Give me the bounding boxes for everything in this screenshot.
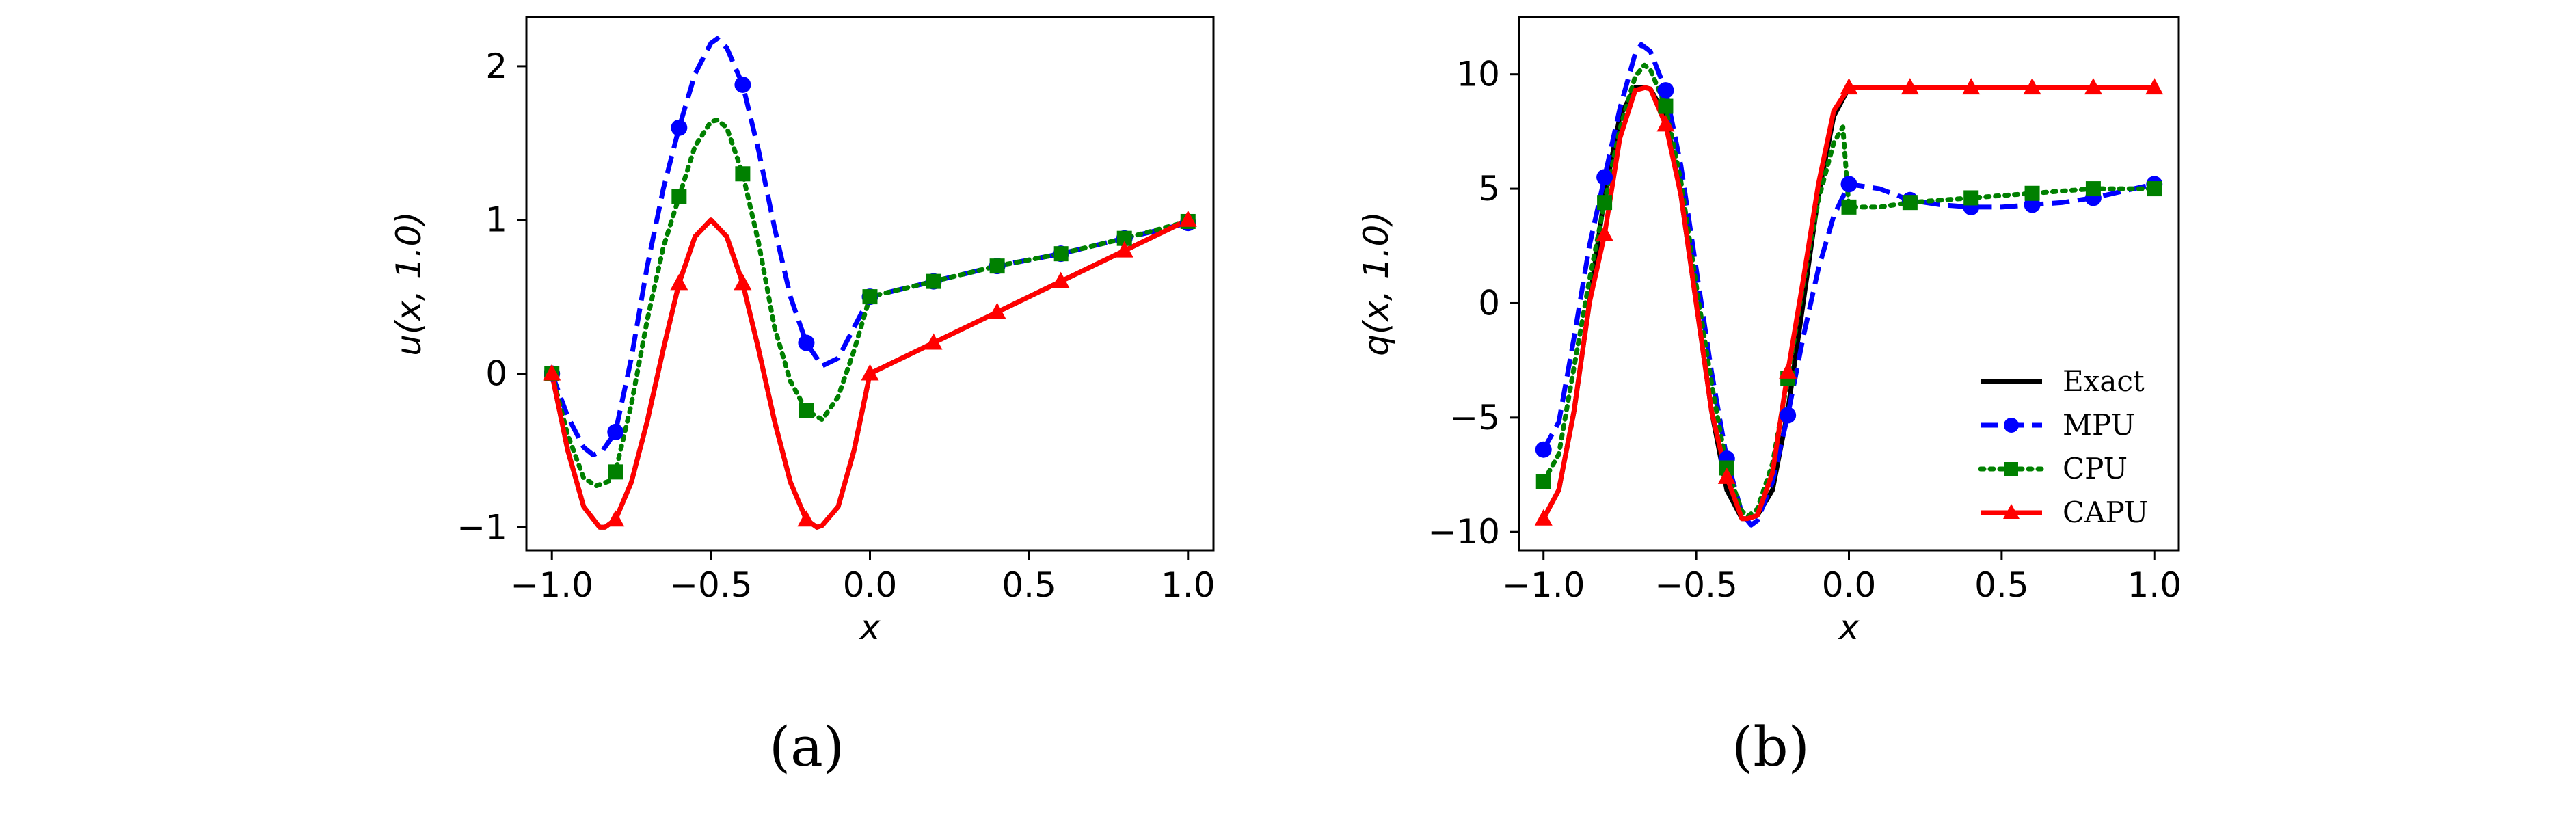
panel-a-x-tick-label: −1.0 bbox=[511, 565, 593, 605]
panel-a-x-axis-label: x bbox=[859, 608, 881, 647]
panel-a: −1.0 −0.5 0.0 0.5 1.0 −1 0 1 2 x u(x, 1.0) (a) bbox=[389, 16, 1216, 779]
panel-b-marker-mpu bbox=[1535, 441, 1552, 458]
panel-a-y-axis-label: u(x, 1.0) bbox=[389, 211, 429, 356]
panel-b-legend: Exact MPU CPU CAPU bbox=[1978, 364, 2148, 529]
panel-a-y-tick-label: −1 bbox=[457, 507, 507, 547]
panel-b-marker-capu bbox=[1840, 78, 1858, 95]
panel-a-marker-capu bbox=[1115, 241, 1133, 258]
panel-a-marker-capu bbox=[924, 333, 943, 350]
panel-b-marker-cpu bbox=[2147, 181, 2162, 197]
panel-b-marker-capu bbox=[2023, 78, 2041, 95]
panel-b-marker-cpu bbox=[1963, 190, 1979, 206]
panel-b-marker-capu bbox=[2145, 78, 2164, 95]
panel-b-marker-cpu bbox=[1841, 199, 1857, 215]
panel-b-x-tick-label: −1.0 bbox=[1502, 565, 1585, 605]
panel-b-y-tick-label: −5 bbox=[1449, 398, 1500, 438]
panel-b-legend-label-capu: CAPU bbox=[2063, 496, 2148, 529]
panel-b-legend-marker bbox=[2004, 418, 2019, 433]
panel-a-marker-cpu bbox=[608, 464, 623, 480]
panel-a-marker-mpu bbox=[734, 76, 751, 93]
panel-b-legend-label-mpu: MPU bbox=[2063, 408, 2135, 442]
panel-a-marker-capu bbox=[543, 364, 561, 381]
panel-b-marker-capu bbox=[1901, 78, 1919, 95]
panel-a-marker-cpu bbox=[735, 166, 751, 182]
panel-a-marker-cpu bbox=[1053, 246, 1069, 262]
panel-a-marker-cpu bbox=[862, 289, 878, 305]
panel-b-marker-mpu bbox=[1596, 169, 1613, 186]
panel-a-marker-cpu bbox=[1116, 230, 1132, 246]
panel-b-x-tick-label: −0.5 bbox=[1654, 565, 1737, 605]
panel-a-marker-cpu bbox=[989, 258, 1005, 274]
panel-b-caption: (b) bbox=[1732, 715, 1810, 779]
panel-a-x-tick-label: 0.5 bbox=[1002, 565, 1056, 605]
panel-b-marker-cpu bbox=[2085, 181, 2101, 197]
panel-a-series-line-mpu bbox=[549, 36, 1189, 458]
panel-a-marker-cpu bbox=[799, 403, 814, 418]
panel-b-marker-capu bbox=[1779, 362, 1797, 379]
panel-a-marker-capu bbox=[797, 510, 816, 527]
panel-a-marker-mpu bbox=[607, 423, 624, 440]
panel-b-marker-cpu bbox=[1535, 474, 1551, 489]
panel-a-y-tick-label: 2 bbox=[485, 46, 507, 86]
panel-a-marker-mpu bbox=[671, 119, 688, 136]
panel-b-marker-mpu bbox=[1780, 407, 1797, 424]
panel-b-y-tick-label: 5 bbox=[1478, 169, 1500, 209]
panel-b-legend-label-cpu: CPU bbox=[2063, 452, 2128, 485]
panel-a-marker-capu bbox=[1179, 210, 1197, 227]
panel-a-marker-cpu bbox=[671, 189, 687, 204]
panel-b-marker-mpu bbox=[1657, 82, 1674, 99]
panel-a-x-tick-label: −0.5 bbox=[669, 565, 752, 605]
panel-b-marker-mpu bbox=[1840, 176, 1857, 193]
panel-b-marker-cpu bbox=[1597, 195, 1613, 211]
panel-a-marker-mpu bbox=[798, 334, 815, 351]
panel-a-marker-capu bbox=[670, 273, 688, 291]
panel-b-marker-cpu bbox=[1658, 98, 1674, 114]
panel-a-marker-cpu bbox=[926, 273, 941, 289]
panel-b-marker-capu bbox=[1596, 225, 1614, 242]
panel-b-legend-label-exact: Exact bbox=[2063, 364, 2145, 398]
panel-a-x-tick-label: 0.0 bbox=[843, 565, 898, 605]
panel-b-series-line-cpu bbox=[1541, 62, 2157, 519]
panel-b-x-axis-label: x bbox=[1838, 608, 1860, 647]
panel-a-marker-capu bbox=[861, 364, 879, 381]
panel-b-series-line-mpu bbox=[1541, 42, 2156, 528]
panel-b-y-axis-label: q(x, 1.0) bbox=[1356, 211, 1396, 356]
panel-b-x-tick-label: 0.5 bbox=[1974, 565, 2029, 605]
panel-a-marker-capu bbox=[988, 302, 1006, 319]
panel-a-y-tick-label: 0 bbox=[485, 353, 507, 393]
panel-b-marker-capu bbox=[1962, 78, 1981, 95]
panel-b-x-tick-label: 1.0 bbox=[2127, 565, 2182, 605]
panel-b: −1.0 −0.5 0.0 0.5 1.0 −10 −5 0 5 10 x q(x, 1.0) (b) E… bbox=[1356, 16, 2182, 779]
panel-b-marker-cpu bbox=[1902, 195, 1918, 211]
panel-b-legend-marker bbox=[2004, 462, 2018, 476]
panel-b-x-tick-label: 0.0 bbox=[1822, 565, 1877, 605]
panel-b-y-tick-label: 10 bbox=[1456, 55, 1500, 94]
panel-b-marker-capu bbox=[1656, 115, 1675, 132]
panel-b-marker-capu bbox=[1534, 509, 1553, 526]
panel-a-marker-capu bbox=[734, 273, 752, 291]
panel-a-marker-capu bbox=[1051, 271, 1070, 288]
panel-b-series-line-capu bbox=[1541, 85, 2155, 522]
panel-b-marker-cpu bbox=[2024, 185, 2040, 201]
panel-a-x-tick-label: 1.0 bbox=[1161, 565, 1216, 605]
panel-b-y-tick-label: −10 bbox=[1427, 512, 1500, 552]
panel-b-marker-capu bbox=[2084, 78, 2102, 95]
panel-b-marker-capu bbox=[1717, 467, 1736, 484]
panel-a-axes-frame bbox=[525, 16, 1215, 552]
panel-a-y-tick-label: 1 bbox=[485, 200, 507, 240]
panel-b-y-tick-label: 0 bbox=[1478, 283, 1500, 323]
panel-a-marker-capu bbox=[606, 510, 625, 527]
panel-b-legend-marker bbox=[2003, 504, 2020, 519]
panel-a-caption: (a) bbox=[769, 715, 844, 779]
